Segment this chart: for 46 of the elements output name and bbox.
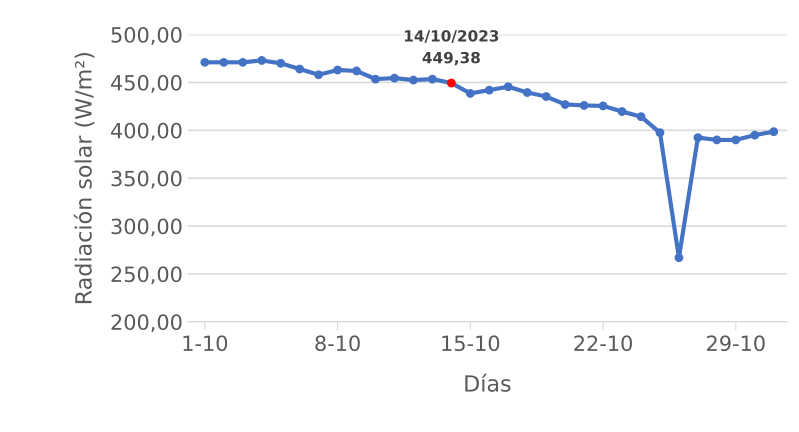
point	[484, 86, 494, 94]
point	[636, 112, 646, 122]
point	[219, 58, 228, 67]
x-axis-title: Días	[465, 374, 511, 392]
point	[352, 66, 361, 76]
point	[466, 89, 475, 98]
x-tick-label: 1-10	[183, 335, 228, 352]
point	[371, 74, 380, 84]
point	[618, 107, 626, 116]
point	[276, 58, 286, 68]
point	[580, 101, 588, 110]
point	[409, 76, 418, 84]
y-tick-label: 350,00	[112, 170, 182, 189]
y-tick-label: 500,00	[112, 27, 182, 45]
point	[731, 136, 740, 144]
point	[693, 133, 702, 142]
point	[674, 253, 684, 262]
point	[598, 102, 608, 110]
point	[238, 58, 248, 67]
point	[295, 64, 304, 74]
y-tick-label: 450,00	[111, 74, 182, 93]
y-tick-label: 250,00	[112, 266, 182, 284]
point	[428, 74, 437, 84]
annotation: 14/10/2023 449,38	[404, 30, 498, 66]
y-tick-label: 400,00	[111, 122, 182, 141]
y-tick-label: 200,00	[112, 314, 182, 332]
point	[656, 128, 664, 138]
point	[542, 92, 551, 101]
point	[314, 70, 324, 80]
point	[446, 78, 456, 88]
point	[390, 74, 399, 83]
point	[504, 82, 513, 92]
x-tick-label: 29-10	[707, 335, 765, 352]
point	[200, 58, 210, 67]
point	[769, 127, 778, 136]
point	[257, 56, 266, 65]
point	[560, 100, 570, 109]
x-tick-label: 8-10	[315, 335, 360, 352]
y-axis-title: Radiación solar (W/m²)	[74, 53, 94, 304]
y-tick-label: 300,00	[112, 218, 182, 236]
x-tick-label: 22-10	[574, 335, 632, 352]
point	[522, 88, 532, 97]
point	[750, 130, 760, 140]
x-tick-label: 15-10	[442, 335, 500, 352]
point	[333, 66, 342, 74]
point	[712, 136, 722, 144]
